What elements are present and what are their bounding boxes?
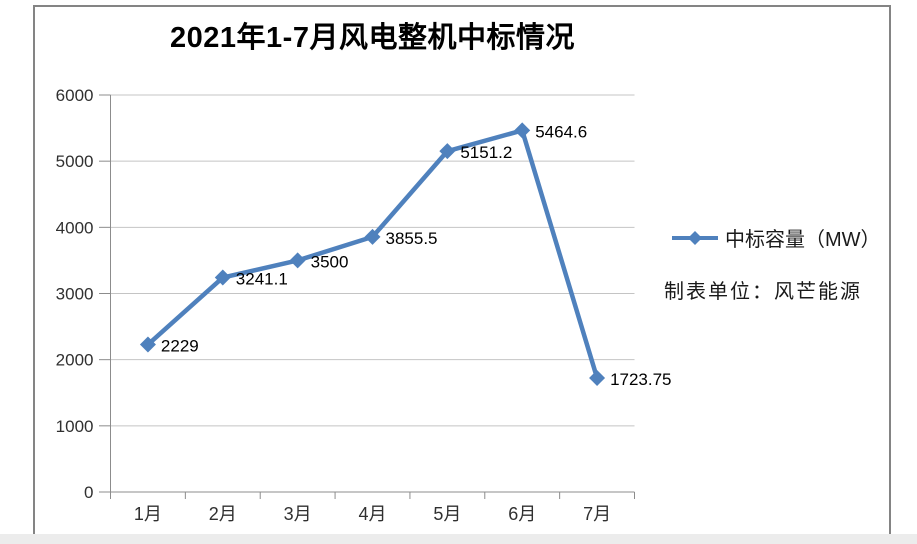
axes	[99, 95, 635, 499]
chart-frame	[33, 5, 891, 537]
svg-text:5464.6: 5464.6	[535, 122, 587, 141]
svg-text:3241.1: 3241.1	[236, 270, 288, 289]
y-axis-labels: 0 1000 2000 3000 4000 5000 6000	[56, 86, 94, 502]
svg-text:1000: 1000	[56, 417, 94, 436]
svg-text:3500: 3500	[311, 252, 349, 271]
legend-series-label: 中标容量（MW）	[725, 229, 881, 251]
y-axis-ticks	[99, 94, 111, 493]
svg-text:4月: 4月	[358, 504, 386, 524]
data-labels: 2229 3241.1 3500 3855.5 5151.2 5464.6 1723.75	[161, 122, 672, 389]
svg-text:5151.2: 5151.2	[460, 143, 512, 162]
svg-text:6月: 6月	[508, 504, 536, 524]
legend: 中标容量（MW）	[670, 223, 881, 252]
svg-text:3855.5: 3855.5	[386, 229, 438, 248]
data-point-markers	[139, 122, 606, 386]
bottom-edge-strip	[0, 534, 917, 544]
svg-text:3000: 3000	[56, 285, 94, 304]
svg-text:2000: 2000	[56, 351, 94, 370]
svg-text:5000: 5000	[56, 152, 94, 171]
line-series	[145, 128, 600, 381]
svg-text:7月: 7月	[583, 504, 611, 524]
svg-text:0: 0	[84, 483, 93, 502]
x-axis-labels: 1月 2月 3月 4月 5月 6月 7月	[134, 504, 611, 524]
chart-title: 2021年1-7月风电整机中标情况	[170, 22, 575, 54]
legend-line-marker-icon	[672, 230, 718, 245]
svg-text:1月: 1月	[134, 504, 162, 524]
svg-text:5月: 5月	[433, 504, 461, 524]
svg-text:6000: 6000	[56, 86, 94, 105]
svg-text:2月: 2月	[209, 504, 237, 524]
source-note: 制表单位：风芒能源	[664, 281, 862, 303]
svg-text:3月: 3月	[284, 504, 312, 524]
gridlines	[110, 94, 635, 427]
svg-text:1723.75: 1723.75	[610, 370, 671, 389]
svg-text:4000: 4000	[56, 218, 94, 237]
svg-text:2229: 2229	[161, 337, 199, 356]
